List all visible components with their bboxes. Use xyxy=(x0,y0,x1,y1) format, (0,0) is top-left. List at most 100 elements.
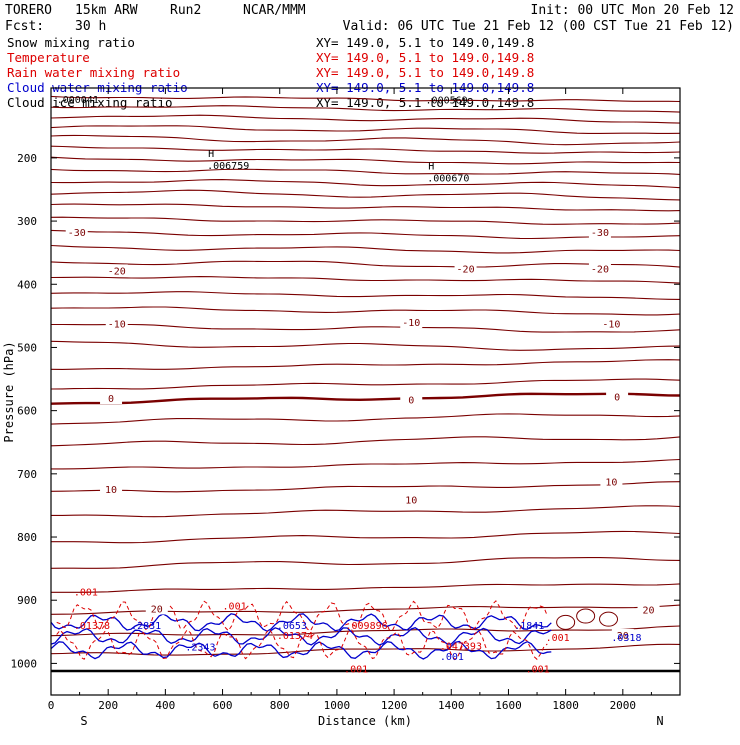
isotherm-line xyxy=(50,643,681,656)
init-time: Init: 00 UTC Mon 20 Feb 12 xyxy=(531,3,735,18)
field-xy: XY= 149.0, 5.1 to 149.0,149.8 xyxy=(316,50,534,65)
temperature-loop xyxy=(599,611,619,627)
label-backdrop xyxy=(65,225,88,238)
surface-value-label: .001 xyxy=(526,665,550,676)
field-name: Rain water mixing ratio xyxy=(7,65,180,80)
top-value-label: .000569 xyxy=(426,95,468,106)
x-tick-label: 1200 xyxy=(381,699,408,712)
isotherm-line xyxy=(50,359,681,370)
forecast-label: Fcst: xyxy=(5,19,44,34)
label-backdrop xyxy=(454,262,477,275)
boundary-layer-contours xyxy=(50,600,680,673)
surface-value-label: .0653 xyxy=(277,621,307,632)
label-backdrop xyxy=(105,317,128,330)
field-xy: XY= 149.0, 5.1 to 149.0,149.8 xyxy=(316,35,534,50)
isotherm-label: -20 xyxy=(457,264,475,275)
cloud-water-contour xyxy=(50,640,552,660)
label-backdrop xyxy=(606,390,629,403)
label-backdrop xyxy=(637,603,660,616)
field-name: Cloud ice mixing ratio xyxy=(7,95,173,110)
y-axis-title: Pressure (hPa) xyxy=(2,341,16,442)
y-tick-label: 500 xyxy=(17,341,37,354)
isotherm-line xyxy=(50,276,681,284)
isotherm-line xyxy=(50,392,681,405)
isotherm-label: 0 xyxy=(614,393,620,404)
label-backdrop xyxy=(588,262,611,275)
model-name: TORERO xyxy=(5,3,52,18)
label-backdrop xyxy=(400,393,423,406)
isotherm-line xyxy=(50,557,681,569)
x-tick-label: 800 xyxy=(270,699,290,712)
label-backdrop xyxy=(145,602,168,615)
label-backdrop xyxy=(105,264,128,277)
isotherm-label: -20 xyxy=(591,264,609,275)
isotherm-line xyxy=(50,260,681,268)
surface-value-label: .047393 xyxy=(440,641,482,652)
isotherm-label: -10 xyxy=(108,319,126,330)
field-name: Snow mixing ratio xyxy=(7,35,135,50)
surface-value-label: .001 xyxy=(440,652,464,663)
isotherm-line xyxy=(50,168,681,175)
x-tick-label: 2000 xyxy=(610,699,637,712)
surface-value-label: .009896 xyxy=(345,621,387,632)
surface-value-label: .2831 xyxy=(131,621,161,632)
isotherm-line xyxy=(50,114,681,124)
isotherm-line xyxy=(51,583,681,593)
surface-value-label: .001 xyxy=(74,588,98,599)
isotherm-label: -30 xyxy=(591,228,609,239)
isotherm-line xyxy=(50,203,681,212)
run-label: Run2 xyxy=(170,3,201,18)
cloud-water-contour xyxy=(50,626,552,646)
isotherm-line xyxy=(50,306,681,316)
ice-max-value: .000670 xyxy=(427,174,469,185)
surface-value-label: .2343 xyxy=(185,643,215,654)
isotherm-line xyxy=(50,179,681,189)
x-tick-label: 1800 xyxy=(552,699,579,712)
temperature-isotherms xyxy=(50,95,681,656)
direction-south: S xyxy=(80,714,87,728)
label-backdrop xyxy=(600,475,623,488)
rain-water-contour xyxy=(56,628,548,661)
isotherm-line xyxy=(50,340,681,351)
plot-frame xyxy=(50,87,681,696)
top-value-label: .000041 xyxy=(57,95,99,106)
surface-value-label: .001 xyxy=(344,665,368,676)
ice-max-marker: H xyxy=(428,162,434,173)
isotherm-line xyxy=(50,244,681,254)
label-backdrop xyxy=(400,493,423,506)
x-axis-title: Distance (km) xyxy=(318,714,412,728)
isotherm-line xyxy=(50,378,681,390)
isotherm-label: 10 xyxy=(605,477,617,488)
isotherm-label: 10 xyxy=(405,496,417,507)
isotherm-line xyxy=(50,95,681,103)
label-backdrop xyxy=(588,225,611,238)
isotherm-label: 0 xyxy=(108,394,114,405)
isotherm-line xyxy=(50,105,681,113)
temperature-loop xyxy=(556,614,576,630)
isotherm-label: 0 xyxy=(408,395,414,406)
contour-labels: -30 -30 -20 -20 -20 -10 -10 -10 0 0 0 10 10 10 20 20 20 H… xyxy=(57,95,660,676)
isotherm-line xyxy=(50,604,681,615)
ice-max-marker: H xyxy=(208,149,214,160)
isotherm-line xyxy=(50,413,681,425)
label-backdrop xyxy=(611,628,634,641)
isotherm-line xyxy=(50,625,681,637)
axes: 0 200 400 600 800 1000 1200 1400 1600 1800 2000200… xyxy=(11,87,681,712)
isotherm-line xyxy=(50,189,681,201)
isotherm-label: -20 xyxy=(108,266,126,277)
x-tick-label: 1000 xyxy=(324,699,351,712)
y-tick-label: 700 xyxy=(17,468,37,481)
isotherm-line xyxy=(51,323,681,333)
isotherm-line xyxy=(51,530,681,544)
surface-value-label: .0318 xyxy=(611,633,641,644)
cloud-water-contour xyxy=(50,613,552,632)
ice-max-value: .006759 xyxy=(207,161,249,172)
x-tick-label: 400 xyxy=(155,699,175,712)
x-tick-label: 600 xyxy=(213,699,233,712)
isotherm-label: 10 xyxy=(105,485,117,496)
surface-value-label: .1841 xyxy=(514,621,544,632)
isotherm-line xyxy=(50,436,681,447)
isotherm-label: 20 xyxy=(617,631,629,642)
isotherm-label: 20 xyxy=(643,606,655,617)
